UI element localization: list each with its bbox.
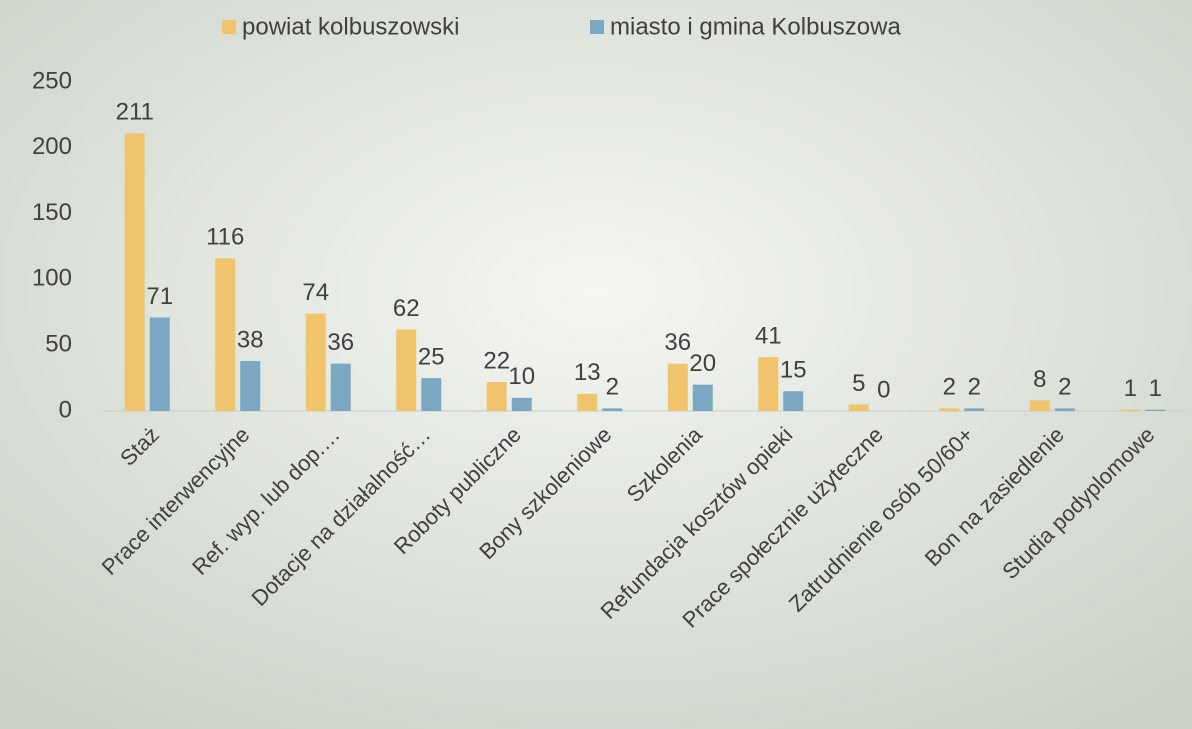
bar — [667, 363, 688, 411]
data-label: 25 — [418, 343, 445, 370]
data-label: 22 — [483, 347, 510, 374]
bar — [396, 329, 417, 411]
data-label: 116 — [206, 224, 244, 251]
y-tick-label: 0 — [59, 396, 72, 423]
data-label: 2 — [968, 374, 981, 401]
legend-label: powiat kolbuszowski — [242, 13, 459, 40]
data-label: 36 — [327, 329, 354, 356]
legend-swatch — [222, 20, 236, 34]
bar — [330, 363, 351, 411]
bar — [1029, 400, 1050, 411]
bar — [964, 408, 985, 411]
bar — [1120, 409, 1141, 411]
data-label: 74 — [302, 279, 329, 306]
bar — [939, 408, 960, 411]
bar — [577, 393, 598, 411]
data-label: 2 — [943, 374, 956, 401]
data-label: 2 — [1058, 374, 1071, 401]
bar — [124, 133, 145, 411]
bar — [421, 378, 442, 411]
y-tick-label: 250 — [32, 67, 72, 94]
y-tick-label: 150 — [32, 199, 72, 226]
data-label: 15 — [780, 357, 807, 384]
data-label: 1 — [1124, 375, 1137, 402]
data-label: 211 — [116, 99, 154, 126]
y-tick-label: 50 — [45, 331, 72, 358]
bar — [511, 397, 532, 411]
data-label: 71 — [146, 283, 173, 310]
data-label: 36 — [664, 329, 691, 356]
legend-swatch — [590, 20, 604, 34]
y-tick-label: 200 — [32, 133, 72, 160]
data-label: 2 — [606, 374, 619, 401]
data-label: 62 — [393, 295, 420, 322]
bar — [758, 357, 779, 411]
data-label: 5 — [852, 370, 865, 397]
data-label: 38 — [237, 326, 264, 353]
bar — [1054, 408, 1075, 411]
data-label: 8 — [1033, 366, 1046, 393]
data-label: 10 — [508, 363, 535, 390]
bar — [1145, 409, 1166, 411]
bar — [783, 391, 804, 411]
bar — [149, 317, 170, 411]
bar — [692, 384, 713, 411]
bar — [240, 360, 261, 411]
bar — [602, 408, 623, 411]
data-label: 13 — [574, 359, 601, 386]
bar — [305, 313, 326, 411]
bar — [486, 382, 507, 411]
bar — [848, 404, 869, 411]
data-label: 0 — [877, 376, 890, 403]
data-label: 1 — [1149, 375, 1162, 402]
data-label: 41 — [755, 322, 782, 349]
legend-label: miasto i gmina Kolbuszowa — [610, 13, 901, 40]
bar — [215, 258, 236, 411]
y-tick-label: 100 — [32, 265, 72, 292]
data-label: 20 — [689, 350, 716, 377]
